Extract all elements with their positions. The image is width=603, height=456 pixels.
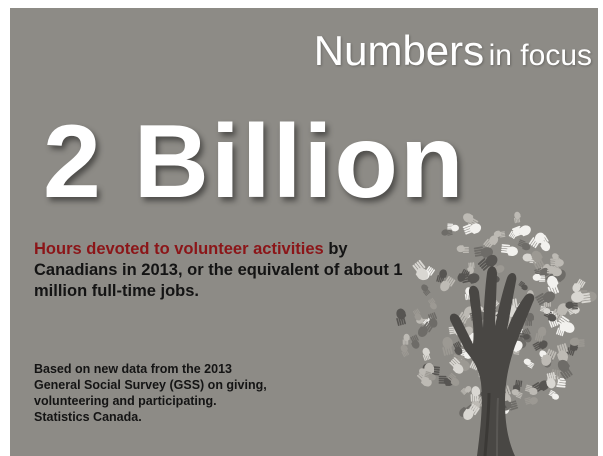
leaf-hand <box>557 359 573 380</box>
leaf-hand <box>518 280 528 291</box>
leaf-hand <box>463 403 480 420</box>
description-highlight: Hours devoted to volunteer activities <box>34 240 324 258</box>
source-line: Based on new data from the 2013 <box>34 362 232 376</box>
source-line: Statistics Canada. <box>34 410 142 424</box>
leaf-hand <box>571 291 591 304</box>
leaf-hand <box>462 223 482 235</box>
leaf-hand <box>421 284 431 296</box>
leaf-hand <box>532 273 546 282</box>
leaf-hand <box>523 358 535 369</box>
leaf-hand <box>524 384 538 395</box>
leaf-hand <box>547 275 560 296</box>
leaf-hand <box>532 340 548 351</box>
leaf-hand <box>456 245 469 254</box>
leaf-hand <box>493 230 506 238</box>
infographic-card: Numbers in focus 2 Billion Hours devoted… <box>10 8 598 456</box>
leaf-hand <box>424 371 436 381</box>
leaf-hand <box>440 276 456 292</box>
leaf-hand <box>447 223 459 232</box>
leaf-hand <box>400 344 410 358</box>
leaf-hand <box>511 225 531 237</box>
leaf-hand <box>531 250 545 270</box>
leaf-hand <box>569 337 585 347</box>
leaf-hand <box>483 235 499 249</box>
hand-tree-icon <box>396 211 597 456</box>
tree-canopy <box>396 211 597 420</box>
leaf-hand <box>410 334 420 349</box>
title-rest: in focus <box>488 39 592 72</box>
leaf-hand <box>460 272 480 284</box>
leaf-hand <box>511 389 523 399</box>
source-line: volunteering and participating. <box>34 394 217 408</box>
leaf-hand <box>402 333 410 345</box>
leaf-hand <box>470 386 481 402</box>
leaf-hand <box>556 322 568 337</box>
leaf-hand <box>453 341 463 355</box>
leaf-hand <box>541 348 557 366</box>
leaf-hand <box>417 321 434 337</box>
leaf-hand <box>449 357 464 374</box>
leaf-hand <box>528 232 545 249</box>
leaf-hand <box>422 347 431 361</box>
leaf-hand <box>447 372 460 386</box>
page-title: Numbers in focus <box>314 30 592 72</box>
leaf-hand <box>513 211 521 224</box>
leaf-hand <box>517 239 531 251</box>
leaf-hand <box>550 258 564 267</box>
source-note: Based on new data from the 2013 General … <box>34 361 364 425</box>
leaf-hand <box>428 297 437 310</box>
leaf-hand <box>539 305 551 314</box>
leaf-hand <box>565 301 579 310</box>
leaf-hand <box>442 336 454 356</box>
leaf-hand <box>548 390 559 400</box>
leaf-hand <box>436 269 447 284</box>
leaf-hand <box>534 326 547 342</box>
leaf-hand <box>546 265 562 277</box>
leaf-hand <box>572 278 586 293</box>
leaf-hand <box>535 291 555 306</box>
leaf-hand <box>519 333 530 340</box>
leaf-hand <box>412 308 422 321</box>
leaf-hand <box>546 371 556 389</box>
leaf-hand <box>538 234 551 252</box>
source-line: General Social Survey (GSS) on giving, <box>34 378 267 392</box>
leaf-hand <box>477 254 498 271</box>
leaf-hand <box>525 312 534 327</box>
leaf-hand <box>396 308 407 327</box>
leaf-hand <box>500 244 518 256</box>
headline-figure: 2 Billion <box>43 104 466 220</box>
leaf-hand <box>441 229 453 236</box>
tree-trunk-hand <box>449 266 535 456</box>
leaf-hand <box>557 343 569 363</box>
description-rest: by Canadians in 2013, or the equivalent … <box>34 240 403 300</box>
description-text: Hours devoted to volunteer activities by… <box>34 239 404 302</box>
leaf-hand <box>460 386 472 395</box>
leaf-hand <box>412 259 429 281</box>
leaf-hand <box>428 312 438 328</box>
title-word: Numbers <box>313 27 485 74</box>
leaf-hand <box>524 397 538 405</box>
